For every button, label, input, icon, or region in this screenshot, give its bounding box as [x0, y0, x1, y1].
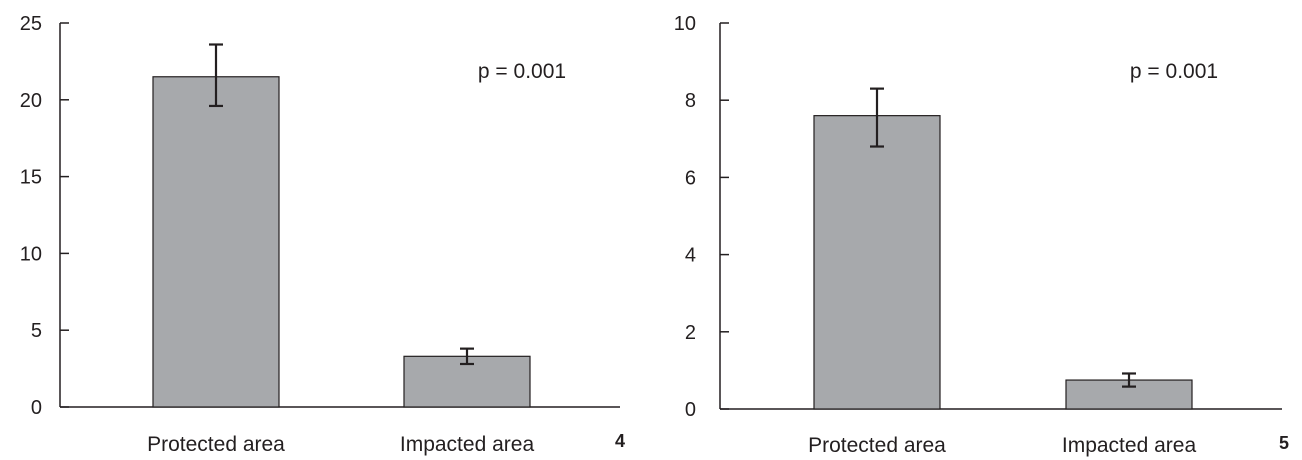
bar	[152, 76, 280, 408]
bar	[813, 115, 941, 410]
y-tick-label: 10	[20, 243, 42, 265]
y-tick-label: 5	[31, 320, 42, 342]
y-tick-label: 0	[685, 399, 696, 421]
y-tick-label: 25	[20, 13, 42, 35]
category-label: Protected area	[808, 434, 946, 457]
y-tick-label: 4	[685, 245, 696, 267]
chart-panel-4: 0 5 10 15 20 25 Protected area Impacted area p =…	[20, 13, 625, 456]
y-tick-label: 20	[20, 90, 42, 112]
y-tick-label: 6	[685, 167, 696, 189]
p-value-annotation: p = 0.001	[1130, 60, 1218, 83]
category-label: Protected area	[147, 433, 285, 456]
y-tick-label: 0	[31, 397, 42, 419]
category-label: Impacted area	[400, 433, 535, 456]
y-tick-label: 15	[20, 167, 42, 189]
chart-panel-5: 0 2 4 6 8 10 Protected area Impacted area p = 0.…	[674, 13, 1289, 457]
y-tick-label: 8	[685, 90, 696, 112]
panel-number: 5	[1279, 433, 1289, 453]
p-value-annotation: p = 0.001	[478, 60, 566, 83]
y-tick-label: 2	[685, 322, 696, 344]
y-tick-label: 10	[674, 13, 696, 35]
category-label: Impacted area	[1062, 434, 1197, 457]
panel-number: 4	[615, 431, 625, 451]
